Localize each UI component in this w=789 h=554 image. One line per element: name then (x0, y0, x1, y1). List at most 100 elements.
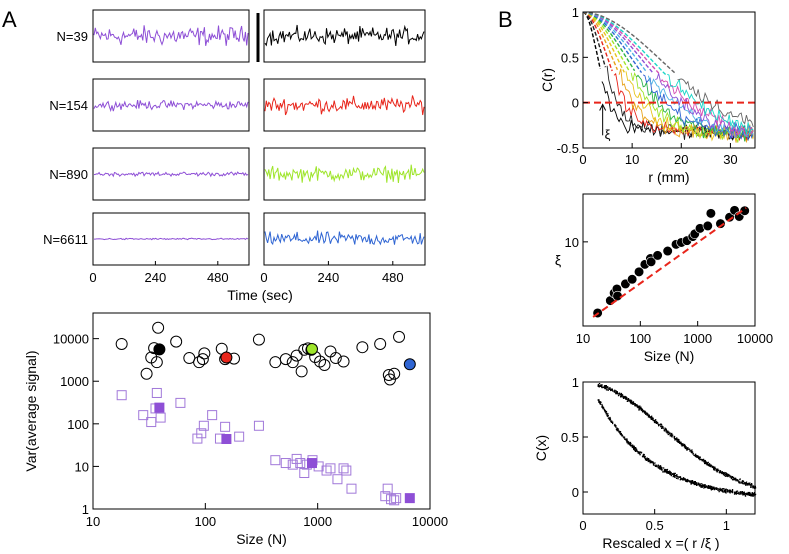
y-axis-label: Var(average signal) (23, 350, 39, 471)
xi-data-point (702, 220, 713, 232)
x-tick-label: 10000 (737, 331, 773, 346)
x-tick-label: 240 (318, 270, 340, 285)
y-axis-label: C(r) (539, 68, 555, 92)
panel-label-a: A (2, 7, 17, 32)
xi-data-point (739, 205, 750, 216)
original-data-point (329, 352, 342, 365)
randomized-data-point (192, 433, 203, 444)
trace-size-label: N=39 (57, 29, 88, 44)
original-data-point (295, 365, 308, 378)
correlation-noise (667, 73, 754, 135)
trace-panel-frame (263, 212, 426, 266)
y-tick-label: 0 (572, 485, 579, 500)
randomized-data-point (220, 421, 231, 432)
randomized-data-point (175, 397, 186, 408)
xi-data-point (627, 274, 638, 285)
x-tick-label: 1000 (303, 514, 332, 529)
randomized-data-point (198, 420, 209, 431)
original-data-point (170, 335, 183, 348)
randomized-data-point (116, 390, 127, 401)
randomized-data-point (280, 458, 291, 469)
randomized-signal-trace (94, 237, 249, 241)
trace-panel-frame (92, 212, 250, 266)
y-tick-label: 10 (75, 459, 89, 474)
x-axis-label: r (mm) (648, 169, 689, 185)
xi-data-point (633, 266, 645, 277)
correlation-curve (583, 12, 613, 72)
x-axis-label: Size (N) (644, 348, 695, 364)
x-tick-label: 100 (629, 331, 651, 346)
x-tick-label: 0 (260, 270, 267, 285)
randomized-data-point (234, 431, 245, 442)
trace-panel-frame (92, 9, 250, 63)
y-tick-label: 0.5 (561, 430, 579, 445)
original-data-point (269, 356, 282, 369)
original-data-point (140, 367, 153, 380)
original-data-point (252, 333, 265, 346)
trace-panels: N=39 N=154 N=890 N=6611 0 0 240 240 480 480 Time (… (43, 9, 426, 303)
original-data-point (193, 356, 206, 369)
x-axis-label: Time (sec) (227, 287, 293, 303)
correlation-noise (660, 79, 754, 137)
randomized-data-point (253, 420, 264, 431)
x-tick-label: 0 (89, 270, 96, 285)
fit-line (592, 207, 747, 318)
collapse-data-points (597, 382, 757, 497)
highlighted-data-point (220, 351, 233, 364)
plot-frame (582, 11, 756, 149)
original-data-point (150, 356, 163, 369)
xi-arrow-head (599, 103, 607, 111)
original-data-point (382, 369, 395, 382)
x-tick-label: 10 (576, 331, 590, 346)
original-data-point (314, 355, 327, 368)
curve-group (583, 12, 754, 144)
correlation-curve (583, 12, 643, 74)
original-data-point (115, 337, 128, 350)
y-tick-label: -0.5 (557, 141, 579, 156)
original-data-point (198, 347, 211, 360)
randomized-data-point (386, 494, 397, 505)
xi-data-point (645, 256, 657, 267)
randomized-data-point (325, 463, 336, 474)
x-tick-label: 10000 (412, 514, 448, 529)
original-signal-trace (264, 164, 425, 184)
randomized-data-point (332, 474, 343, 485)
trace-size-label: N=154 (49, 98, 88, 113)
correlation-noise (647, 75, 754, 139)
correlation-curve (583, 12, 601, 70)
original-data-point (152, 321, 165, 334)
original-data-point (388, 367, 401, 380)
y-axis-label: C(x) (533, 435, 549, 461)
xi-annotation: ξ (605, 127, 611, 142)
xi-data-point (662, 245, 673, 257)
randomized-data-point (338, 463, 349, 474)
correlation-curve (583, 12, 677, 75)
randomized-signal-trace (93, 171, 249, 178)
original-data-point (374, 337, 387, 350)
x-tick-label: 0.5 (646, 518, 664, 533)
x-tick-label: 100 (194, 514, 216, 529)
x-axis-label: Size (N) (236, 531, 287, 547)
plot-frame (92, 312, 431, 510)
highlighted-data-point (306, 458, 317, 469)
randomized-data-point (207, 410, 218, 421)
plot-frame (582, 381, 756, 515)
trace-panel-frame (92, 78, 250, 132)
x-tick-label: 1000 (683, 331, 712, 346)
randomized-data-point (151, 387, 162, 398)
original-signal-trace (264, 24, 425, 47)
correlation-curve (583, 12, 648, 73)
randomized-data-point (299, 468, 310, 479)
trace-panel-frame (263, 147, 426, 201)
original-signal-trace (264, 230, 425, 246)
correlation-length-plot: 10 100 1000 10000 10 Size (N) ξ (555, 193, 773, 364)
x-tick-label: 240 (145, 270, 167, 285)
randomized-signal-trace (93, 99, 249, 113)
randomized-signal-trace (93, 25, 249, 47)
y-tick-label: 10000 (53, 332, 89, 347)
original-data-point (286, 356, 299, 369)
x-tick-label: 0 (579, 518, 586, 533)
